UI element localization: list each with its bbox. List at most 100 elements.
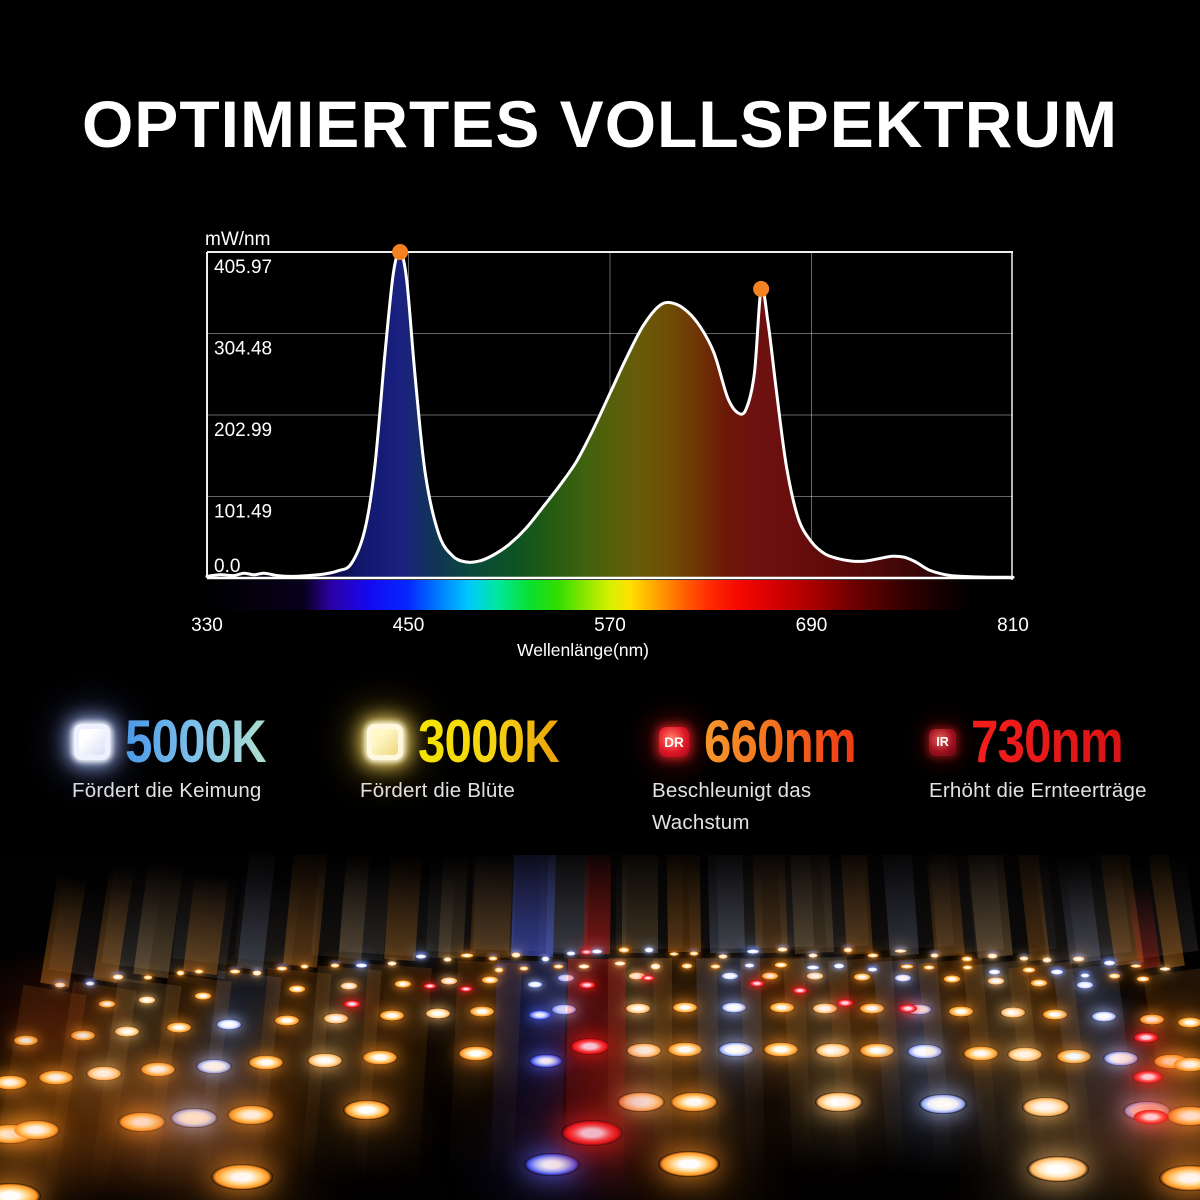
led-dot <box>1135 975 1150 982</box>
led-dot <box>898 1003 918 1013</box>
light-beam <box>86 977 182 1200</box>
led-dot <box>807 952 819 959</box>
led-dot <box>858 1003 885 1015</box>
led-dot <box>1132 1109 1170 1126</box>
led-dot <box>987 953 998 959</box>
light-beam <box>139 973 232 1200</box>
led-dot <box>175 970 186 976</box>
led-dot <box>717 953 728 960</box>
led-dot <box>329 963 341 968</box>
feature-660nm: DR 660nm Beschleunigt das Wachstum <box>652 712 862 839</box>
led-dot <box>836 998 854 1007</box>
led-dot <box>718 1042 755 1058</box>
led-dot <box>566 950 577 957</box>
led-dot <box>900 964 914 970</box>
light-beam <box>667 855 702 954</box>
led-dot <box>85 981 95 986</box>
led-dot <box>118 1111 167 1132</box>
light-beam <box>1033 855 1132 963</box>
light-beam <box>545 855 587 956</box>
light-beam <box>1008 961 1098 1200</box>
led-dot <box>905 1004 932 1016</box>
light-beam <box>283 855 330 968</box>
led-dot <box>139 1062 176 1078</box>
x-tick-labels: 330 450 570 690 810 <box>191 615 1029 636</box>
led-dot <box>618 947 631 953</box>
spectrum-curve <box>205 250 1015 579</box>
led-dot <box>988 969 1002 976</box>
feature-730nm-label: Erhöht die Ernteerträge <box>929 779 1147 802</box>
light-beam <box>1055 855 1101 964</box>
led-dot <box>528 1009 552 1020</box>
svg-text:330: 330 <box>191 615 223 636</box>
svg-text:0.0: 0.0 <box>214 556 240 577</box>
led-dot <box>962 1045 999 1061</box>
led-dot <box>689 951 700 957</box>
led-dot <box>1019 956 1029 962</box>
light-beam <box>964 855 1058 958</box>
light-beam <box>687 856 763 949</box>
svg-text:405.97: 405.97 <box>214 257 272 278</box>
light-beam <box>828 956 907 1196</box>
led-dot <box>527 981 543 989</box>
light-beam <box>783 956 859 1195</box>
led-dot <box>0 1074 28 1090</box>
led-dot <box>323 1012 350 1024</box>
light-beam <box>352 963 432 1200</box>
led-dot <box>394 979 413 988</box>
led-dot <box>551 1004 578 1016</box>
led-dot <box>38 1070 75 1086</box>
feature-5000k-head: 5000K <box>72 712 312 772</box>
led-dot <box>987 976 1006 985</box>
led-dot <box>85 1066 122 1082</box>
light-beam <box>132 855 185 980</box>
led-dot <box>811 1002 838 1014</box>
led-dot <box>743 962 755 969</box>
led-dot <box>487 955 499 961</box>
led-dot <box>343 999 361 1008</box>
led-dot <box>69 1030 96 1042</box>
light-beam <box>1145 855 1185 969</box>
light-beam <box>925 855 965 958</box>
led-dot <box>1108 973 1121 979</box>
led-dot <box>1076 980 1095 989</box>
led-dot <box>570 1038 610 1056</box>
light-beam <box>1126 877 1161 971</box>
led-dot <box>540 956 550 962</box>
light-beam <box>839 855 873 955</box>
light-beam <box>565 958 626 1200</box>
led-dot <box>138 995 157 1004</box>
light-beam <box>48 871 162 984</box>
led-dot <box>247 1055 284 1071</box>
led-dot <box>710 963 721 970</box>
x-axis-label: Wellenlänge(nm) <box>517 640 649 660</box>
led-dot <box>442 956 453 962</box>
led-dot <box>1103 1051 1140 1067</box>
led-dot <box>169 1108 218 1129</box>
led-dot <box>511 952 521 958</box>
led-dot <box>425 1007 452 1019</box>
light-beam <box>1015 855 1051 961</box>
svg-text:810: 810 <box>997 615 1029 636</box>
led-dot <box>361 1050 398 1066</box>
led-dot <box>671 1002 698 1014</box>
light-beam <box>237 855 278 971</box>
led-dot <box>760 971 779 980</box>
light-beam <box>918 958 1003 1199</box>
light-beam <box>245 967 332 1200</box>
led-dot <box>98 999 117 1008</box>
led-dot <box>194 969 205 974</box>
light-beam <box>1097 855 1145 967</box>
light-beam <box>819 855 954 955</box>
light-beam <box>0 985 87 1200</box>
light-beam <box>470 855 515 958</box>
led-dot <box>1166 1106 1200 1127</box>
led-dot <box>894 973 913 982</box>
light-beam <box>437 855 469 959</box>
led-dot <box>1129 963 1143 969</box>
light-beam <box>182 864 231 975</box>
led-dot <box>894 948 907 954</box>
led-dot <box>226 1104 275 1125</box>
led-dot <box>720 1002 747 1014</box>
led-dot <box>815 1042 852 1058</box>
